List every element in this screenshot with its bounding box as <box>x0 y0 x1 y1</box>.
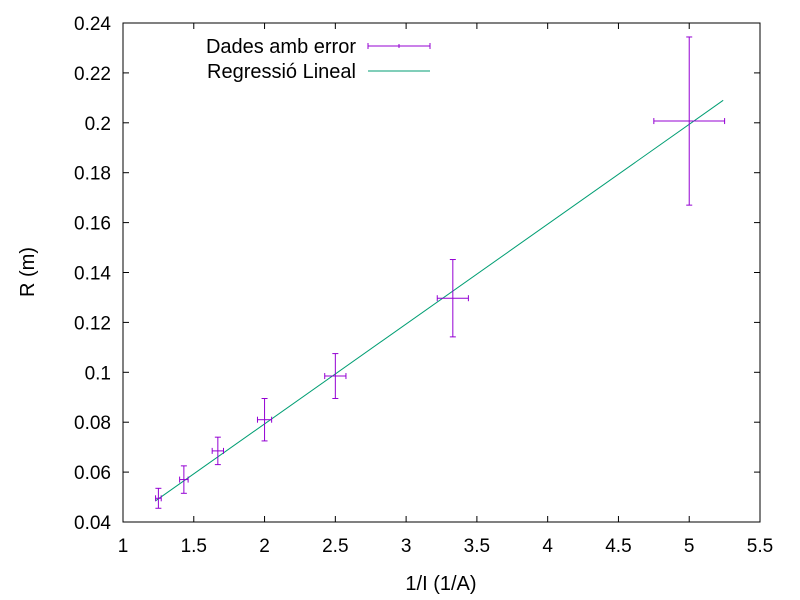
axis-tick-labels: 1 1.5 2 2.5 3 3.5 4 4.5 5 5.5 0.04 0.06 0.08 0.1 0.12 0… <box>74 14 773 557</box>
data-point <box>256 397 273 442</box>
data-point <box>653 36 726 206</box>
y-axis-title: R (m) <box>17 247 39 297</box>
data-point <box>179 465 189 494</box>
data-point <box>211 436 225 466</box>
x-tick-label: 4 <box>542 536 553 557</box>
y-tick-label: 0.06 <box>74 463 111 484</box>
x-tick-label: 5.5 <box>747 536 773 557</box>
y-tick-label: 0.14 <box>74 264 111 285</box>
x-axis-title: 1/I (1/A) <box>405 573 476 595</box>
axis-ticks <box>122 22 761 523</box>
x-tick-label: 3.5 <box>464 536 490 557</box>
y-tick-label: 0.04 <box>74 513 111 534</box>
x-tick-label: 1.5 <box>181 536 207 557</box>
legend-label-data: Dades amb error <box>206 36 356 58</box>
y-tick-label: 0.16 <box>74 214 111 235</box>
y-tick-label: 0.22 <box>74 64 111 85</box>
y-tick-label: 0.12 <box>74 313 111 334</box>
plot-frame <box>122 22 761 523</box>
data-point <box>155 487 162 509</box>
x-tick-label: 2.5 <box>322 536 348 557</box>
y-tick-label: 0.08 <box>74 413 111 434</box>
legend-label-fit: Regressió Lineal <box>207 61 356 83</box>
y-tick-label: 0.18 <box>74 164 111 185</box>
x-tick-label: 5 <box>684 536 695 557</box>
data-point <box>324 353 347 399</box>
y-tick-label: 0.2 <box>85 114 111 135</box>
y-tick-label: 0.1 <box>85 363 111 384</box>
x-tick-label: 4.5 <box>605 536 631 557</box>
x-tick-label: 1 <box>118 536 129 557</box>
regression-line-group <box>155 99 724 502</box>
regression-line <box>155 99 724 502</box>
legend-sample-errorbars <box>367 43 431 49</box>
x-tick-label: 3 <box>401 536 412 557</box>
legend: Dades amb error Regressió Lineal <box>206 36 431 83</box>
data-point <box>436 259 469 338</box>
data-points-group <box>155 36 726 509</box>
x-tick-label: 2 <box>259 536 270 557</box>
y-tick-label: 0.24 <box>74 14 111 35</box>
